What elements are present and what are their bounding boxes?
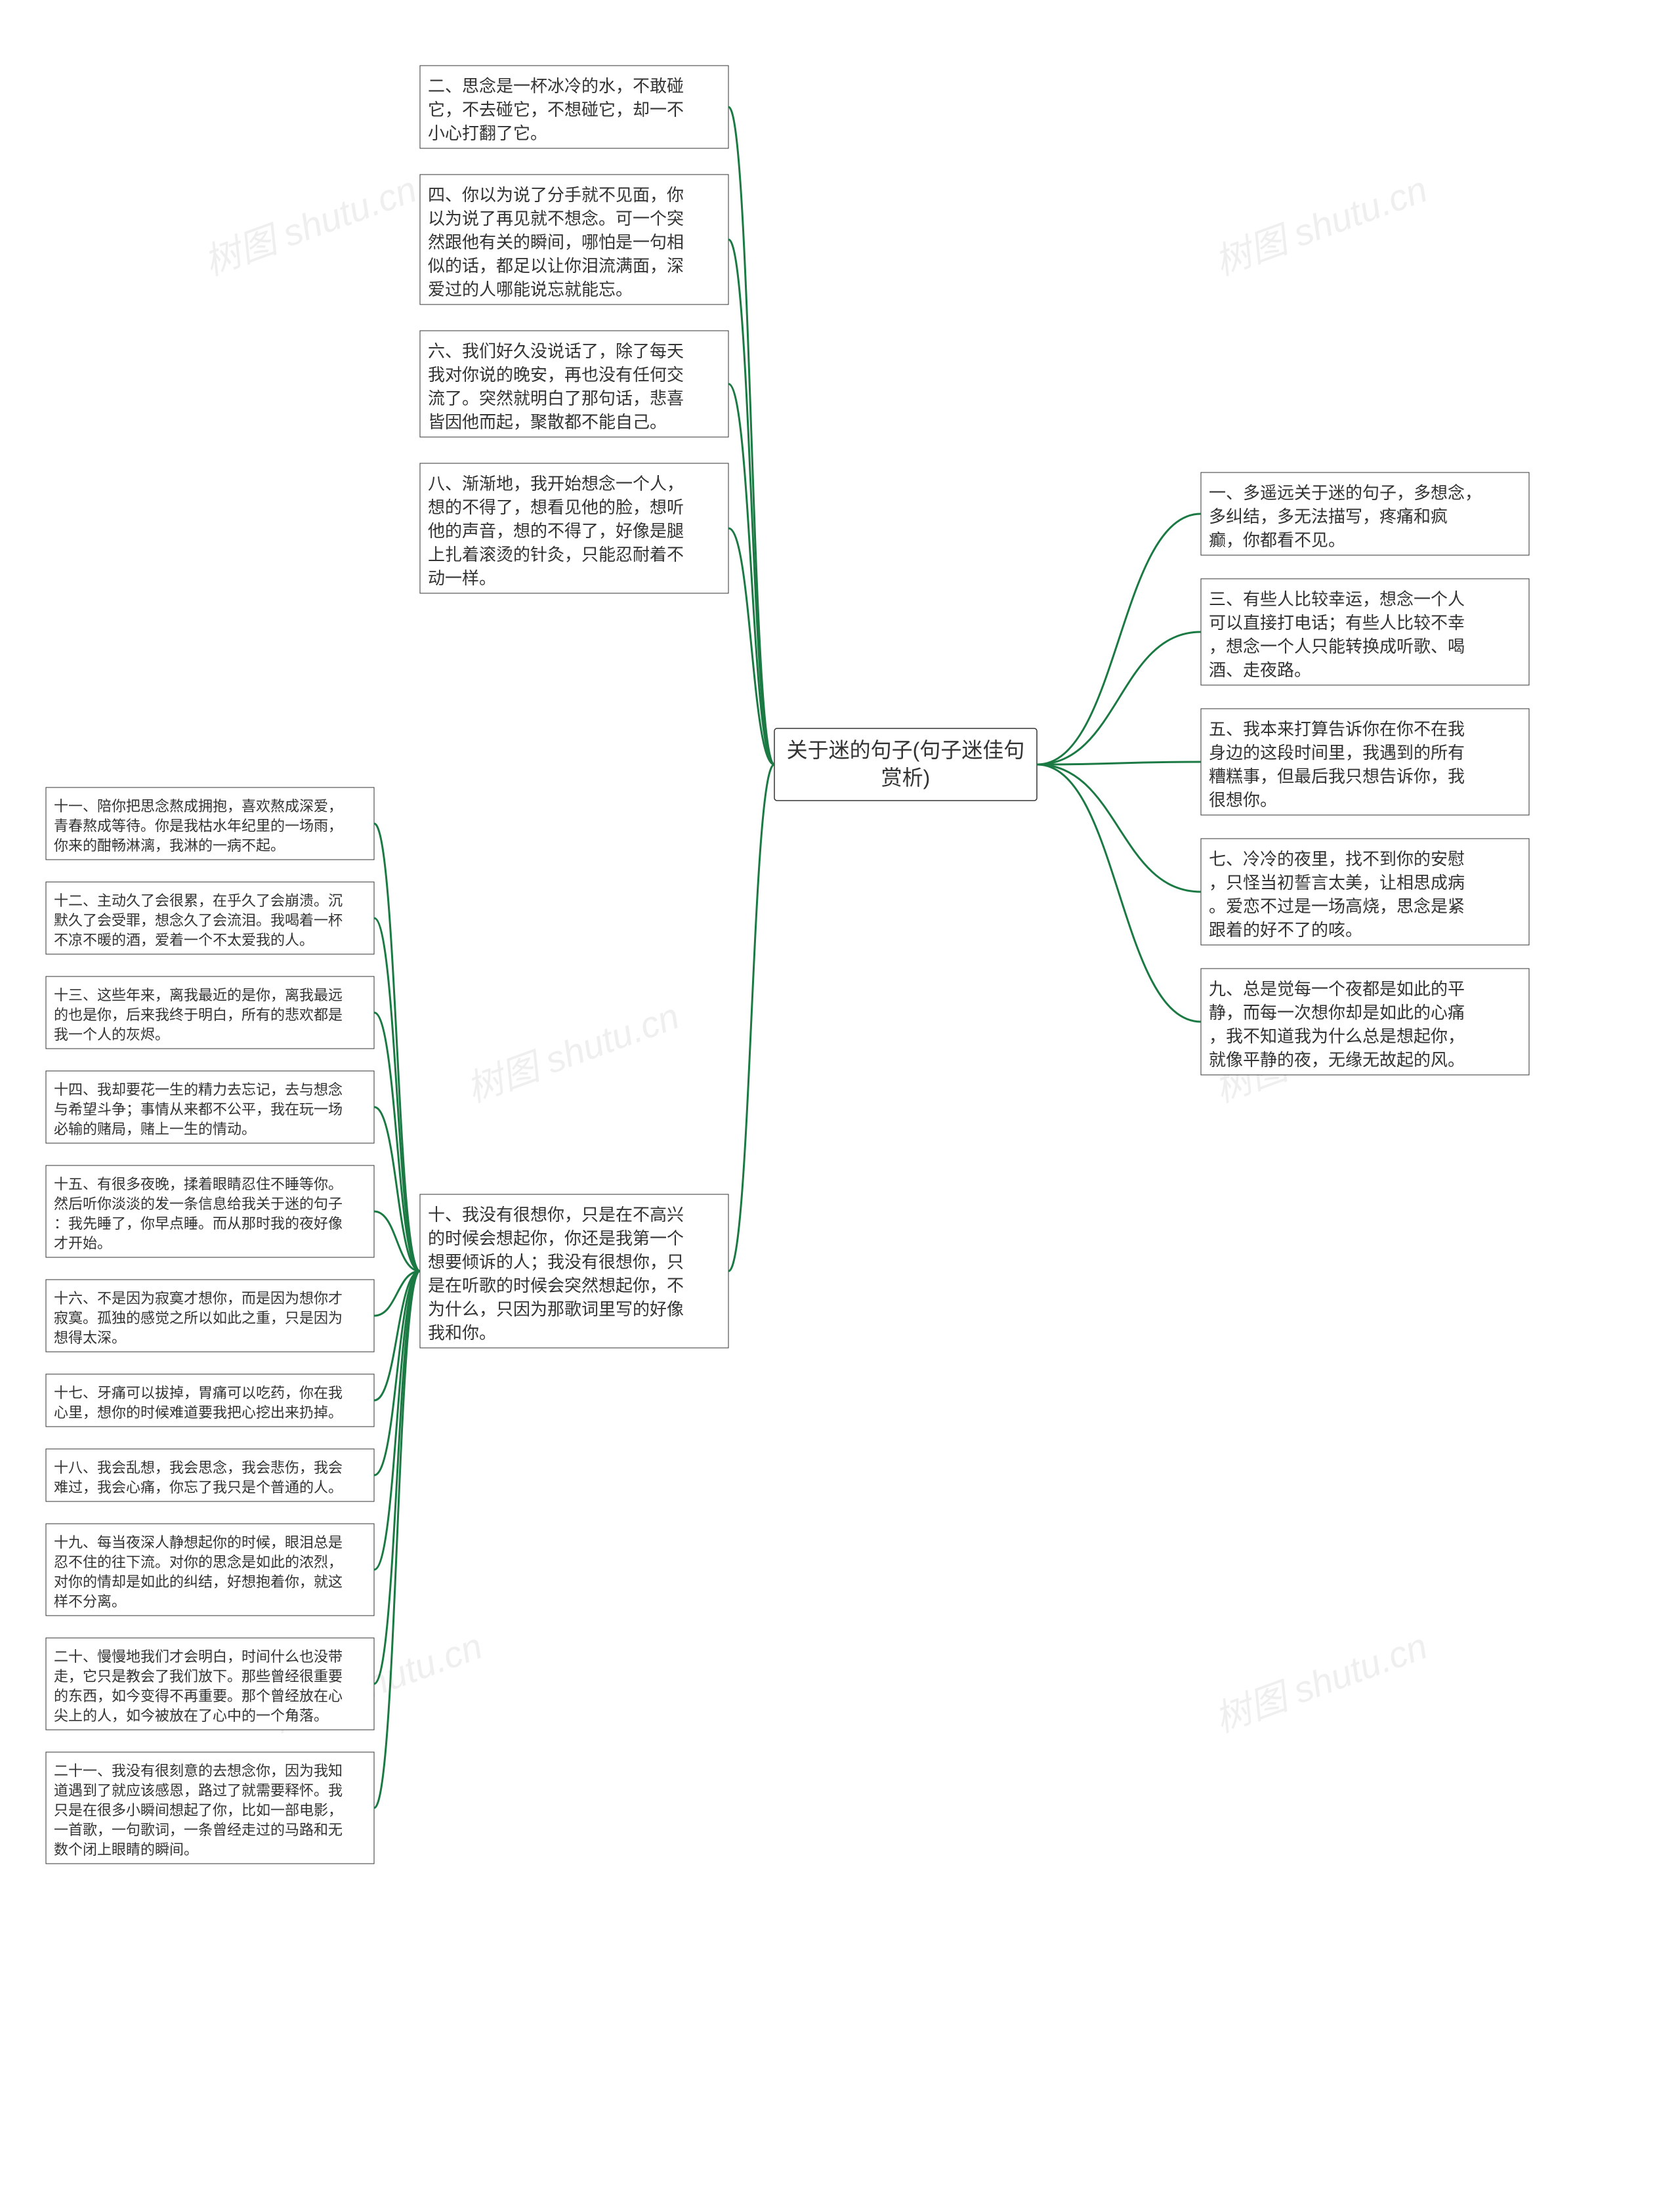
left-upper-node-1-line: 然跟他有关的瞬间，哪怕是一句相	[428, 232, 684, 252]
ten-node-line: 的时候会想起你，你还是我第一个	[428, 1228, 684, 1248]
left-lower-node-7-line: 难过，我会心痛，你忘了我只是个普通的人。	[54, 1479, 343, 1496]
left-lower-node-4-line: 才开始。	[54, 1235, 112, 1251]
right-node-1-line: ，想念一个人只能转换成听歌、喝	[1209, 637, 1465, 656]
left-lower-node-9-line: 二十、慢慢地我们才会明白，时间什么也没带	[54, 1648, 343, 1665]
left-lower-node-9-line: 的东西，如今变得不再重要。那个曾经放在心	[54, 1688, 343, 1704]
ten-node-line: 我和你。	[428, 1323, 496, 1343]
right-node-2-line: 很想你。	[1209, 790, 1277, 810]
left-lower-node-0-line: 十一、陪你把思念熬成拥抱，喜欢熬成深爱，	[54, 798, 343, 814]
left-upper-node-3-line: 动一样。	[428, 568, 496, 588]
right-node-3-line: 。爱恋不过是一场高烧，思念是紧	[1209, 896, 1465, 916]
left-upper-node-3-line: 上扎着滚烫的针灸，只能忍耐着不	[428, 545, 684, 564]
left-lower-node-4-line: ：我先睡了，你早点睡。而从那时我的夜好像	[54, 1215, 343, 1232]
left-upper-node-0-line: 二、思念是一杯冰冷的水，不敢碰	[428, 76, 684, 96]
left-lower-node-1-line: 默久了会受罪，想念久了会流泪。我喝着一杯	[54, 912, 343, 929]
left-upper-node-2-line: 六、我们好久没说话了，除了每天	[428, 341, 684, 361]
left-lower-node-9-line: 尖上的人，如今被放在了心中的一个角落。	[54, 1707, 328, 1724]
right-node-4-line: 静，而每一次想你却是如此的心痛	[1209, 1003, 1465, 1022]
right-node-4-line: 就像平静的夜，无缘无故起的风。	[1209, 1050, 1465, 1070]
left-lower-node-10-line: 数个闭上眼睛的瞬间。	[54, 1841, 198, 1858]
left-lower-node-10-line: 只是在很多小瞬间想起了你，比如一部电影，	[54, 1802, 343, 1818]
left-lower-node-5-line: 想得太深。	[54, 1330, 126, 1346]
center-title-line2: 赏析)	[881, 766, 931, 789]
right-node-0-line: 多纠结，多无法描写，疼痛和疯	[1209, 507, 1448, 526]
left-upper-node-3-line: 八、渐渐地，我开始想念一个人，	[428, 474, 684, 493]
left-lower-node-1-line: 十二、主动久了会很累，在乎久了会崩溃。沉	[54, 892, 343, 909]
left-lower-node-0-line: 你来的酣畅淋漓，我淋的一病不起。	[54, 837, 285, 854]
left-lower-node-5-line: 十六、不是因为寂寞才想你，而是因为想你才	[54, 1290, 343, 1307]
left-lower-node-3-line: 与希望斗争；事情从来都不公平，我在玩一场	[54, 1101, 343, 1118]
left-lower-node-1-line: 不凉不暖的酒，爱着一个不太爱我的人。	[54, 932, 314, 948]
left-upper-node-3-line: 他的声音，想的不得了，好像是腿	[428, 521, 684, 541]
left-lower-node-8-line: 忍不住的往下流。对你的思念是如此的浓烈，	[54, 1554, 343, 1570]
right-node-3-line: ，只怪当初誓言太美，让相思成病	[1209, 873, 1465, 892]
right-node-1-line: 可以直接打电话；有些人比较不幸	[1209, 613, 1465, 633]
left-lower-node-2-line: 我一个人的灰烬。	[54, 1026, 169, 1043]
left-upper-node-1-line: 四、你以为说了分手就不见面，你	[428, 185, 684, 205]
ten-node-line: 为什么，只因为那歌词里写的好像	[428, 1299, 684, 1319]
left-lower-node-4-line: 然后听你淡淡的发一条信息给我关于迷的句子	[54, 1196, 343, 1212]
left-lower-node-9-line: 走，它只是教会了我们放下。那些曾经很重要	[54, 1668, 343, 1685]
ten-node-line: 是在听歌的时候会突然想起你，不	[428, 1276, 684, 1295]
left-upper-node-1-line: 似的话，都足以让你泪流满面，深	[428, 256, 684, 276]
left-upper-node-0-line: 它，不去碰它，不想碰它，却一不	[428, 100, 684, 119]
right-node-4-line: ，我不知道我为什么总是想起你，	[1209, 1026, 1465, 1046]
right-node-3-line: 七、冷冷的夜里，找不到你的安慰	[1209, 849, 1465, 869]
left-lower-node-0-line: 青春熬成等待。你是我枯水年纪里的一场雨，	[54, 818, 343, 834]
left-lower-node-3-line: 十四、我却要花一生的精力去忘记，去与想念	[54, 1081, 343, 1098]
right-node-2-line: 糟糕事，但最后我只想告诉你，我	[1209, 766, 1465, 786]
left-upper-node-2-line: 我对你说的晚安，再也没有任何交	[428, 365, 684, 385]
left-lower-node-10-line: 二十一、我没有很刻意的去想念你，因为我知	[54, 1763, 343, 1779]
right-node-0-line: 一、多遥远关于迷的句子，多想念，	[1209, 483, 1482, 503]
left-lower-node-4-line: 十五、有很多夜晚，揉着眼睛忍住不睡等你。	[54, 1176, 343, 1192]
left-upper-node-3-line: 想的不得了，想看见他的脸，想听	[428, 497, 684, 517]
left-lower-node-5-line: 寂寞。孤独的感觉之所以如此之重，只是因为	[54, 1310, 343, 1326]
right-node-2-line: 身边的这段时间里，我遇到的所有	[1209, 743, 1465, 763]
left-lower-node-2-line: 十三、这些年来，离我最近的是你，离我最远	[54, 987, 343, 1003]
right-node-1-line: 三、有些人比较幸运，想念一个人	[1209, 589, 1465, 609]
ten-node-line: 十、我没有很想你，只是在不高兴	[428, 1205, 684, 1225]
left-lower-node-8-line: 十九、每当夜深人静想起你的时候，眼泪总是	[54, 1534, 343, 1551]
left-upper-node-1-line: 以为说了再见就不想念。可一个突	[428, 209, 684, 228]
left-lower-node-6-line: 心里，想你的时候难道要我把心挖出来扔掉。	[54, 1404, 343, 1421]
left-lower-node-8-line: 样不分离。	[54, 1593, 126, 1610]
right-node-2-line: 五、我本来打算告诉你在你不在我	[1209, 719, 1465, 739]
left-upper-node-1-line: 爱过的人哪能说忘就能忘。	[428, 280, 633, 299]
left-lower-node-3-line: 必输的赌局，赌上一生的情动。	[54, 1121, 256, 1137]
left-lower-node-7-line: 十八、我会乱想，我会思念，我会悲伤，我会	[54, 1459, 343, 1476]
right-node-0-line: 癫，你都看不见。	[1209, 530, 1345, 550]
center-title-line1: 关于迷的句子(句子迷佳句	[787, 738, 1025, 762]
mindmap-canvas: 树图 shutu.cn树图 shutu.cn树图 shutu.cn树图 shut…	[0, 0, 1680, 2199]
right-node-1-line: 酒、走夜路。	[1209, 660, 1311, 680]
right-node-4-line: 九、总是觉每一个夜都是如此的平	[1209, 979, 1465, 999]
left-upper-node-2-line: 皆因他而起，聚散都不能自己。	[428, 412, 667, 432]
left-upper-node-0-line: 小心打翻了它。	[428, 123, 547, 143]
left-upper-node-2-line: 流了。突然就明白了那句话，悲喜	[428, 388, 684, 408]
left-lower-node-6-line: 十七、牙痛可以拔掉，胃痛可以吃药，你在我	[54, 1385, 343, 1401]
left-lower-node-2-line: 的也是你，后来我终于明白，所有的悲欢都是	[54, 1007, 343, 1023]
ten-node-line: 想要倾诉的人；我没有很想你，只	[428, 1252, 684, 1272]
left-lower-node-10-line: 一首歌，一句歌词，一条曾经走过的马路和无	[54, 1822, 343, 1838]
left-lower-node-8-line: 对你的情却是如此的纠结，好想抱着你，就这	[54, 1574, 343, 1590]
right-node-3-line: 跟着的好不了的咳。	[1209, 920, 1362, 940]
left-lower-node-10-line: 道遇到了就应该感恩，路过了就需要释怀。我	[54, 1782, 343, 1799]
